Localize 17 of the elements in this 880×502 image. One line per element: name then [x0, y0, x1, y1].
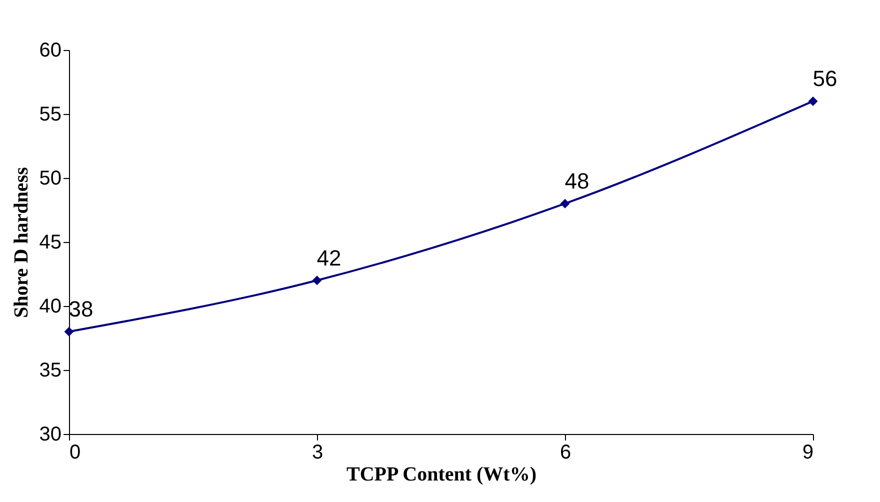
y-tick-label: 30 [39, 424, 62, 446]
data-label: 38 [68, 296, 94, 322]
y-tick-label: 50 [39, 168, 62, 190]
data-label: 42 [316, 245, 342, 270]
y-tick-label: 40 [39, 296, 62, 318]
y-tick-label: 60 [39, 40, 62, 62]
x-tick-label: 9 [802, 442, 814, 464]
data-label: 56 [812, 66, 838, 92]
x-tick-label: 3 [312, 442, 324, 464]
data-label: 48 [564, 168, 590, 194]
y-axis-title: Shore D hardness [10, 166, 32, 318]
y-tick-label: 45 [39, 232, 62, 254]
x-axis-title: TCPP Content (Wt%) [346, 464, 536, 486]
y-tick-label: 35 [39, 360, 62, 382]
x-tick-label: 6 [560, 442, 572, 464]
x-tick-label: 0 [70, 442, 81, 464]
y-tick-label: 55 [39, 104, 62, 126]
